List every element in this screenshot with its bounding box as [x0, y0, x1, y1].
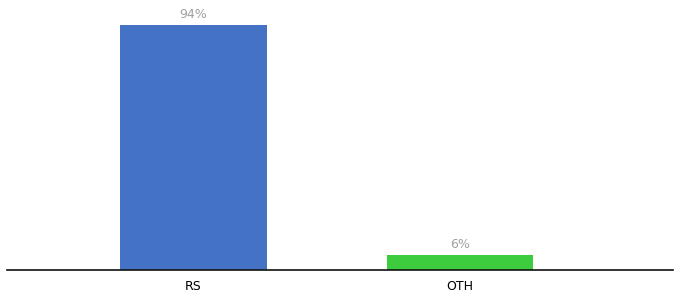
Text: 6%: 6%: [450, 238, 470, 251]
Text: 94%: 94%: [180, 8, 207, 21]
Bar: [387, 255, 533, 270]
Bar: [120, 25, 267, 270]
